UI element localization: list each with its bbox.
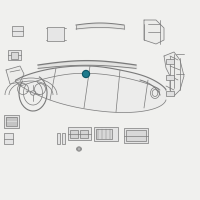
Polygon shape xyxy=(15,66,166,113)
Bar xyxy=(6,117,17,126)
Bar xyxy=(94,127,118,141)
Ellipse shape xyxy=(76,147,82,151)
Bar xyxy=(166,59,174,64)
Bar xyxy=(12,26,23,36)
Polygon shape xyxy=(6,66,24,84)
Bar xyxy=(11,52,18,59)
Circle shape xyxy=(82,70,90,78)
Bar xyxy=(124,128,148,143)
Polygon shape xyxy=(164,52,184,96)
Bar xyxy=(166,75,174,80)
Polygon shape xyxy=(144,20,164,44)
Bar xyxy=(166,91,174,96)
Ellipse shape xyxy=(30,91,36,95)
Bar xyxy=(4,133,13,144)
Bar xyxy=(57,133,60,144)
Bar xyxy=(96,129,112,139)
Bar xyxy=(47,27,64,41)
Bar xyxy=(126,130,146,141)
Bar xyxy=(68,127,91,140)
Bar xyxy=(70,130,78,138)
Bar xyxy=(8,50,21,60)
Bar xyxy=(62,133,65,144)
Bar xyxy=(4,115,19,128)
Ellipse shape xyxy=(78,148,80,150)
Bar xyxy=(80,130,88,138)
